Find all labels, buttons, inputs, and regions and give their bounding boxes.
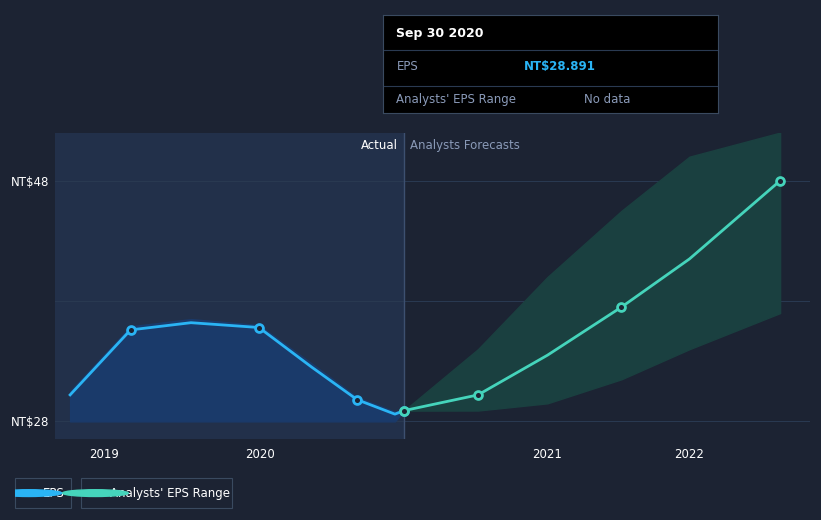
Point — [252, 323, 265, 332]
Text: Analysts' EPS Range: Analysts' EPS Range — [110, 487, 230, 500]
Text: EPS: EPS — [397, 60, 418, 73]
Circle shape — [62, 490, 128, 497]
Point — [351, 396, 364, 404]
Point — [397, 407, 410, 415]
Text: NT$28.891: NT$28.891 — [524, 60, 595, 73]
FancyBboxPatch shape — [80, 478, 232, 509]
Text: Analysts' EPS Range: Analysts' EPS Range — [397, 94, 516, 107]
Text: No data: No data — [584, 94, 631, 107]
Point — [615, 303, 628, 311]
Circle shape — [0, 490, 62, 497]
Text: Sep 30 2020: Sep 30 2020 — [397, 27, 484, 40]
Text: Analysts Forecasts: Analysts Forecasts — [410, 139, 520, 152]
Point — [471, 391, 484, 399]
Text: Actual: Actual — [361, 139, 398, 152]
Bar — [55, 133, 404, 439]
Point — [397, 407, 410, 415]
FancyBboxPatch shape — [15, 478, 71, 509]
Text: EPS: EPS — [43, 487, 65, 500]
Point — [773, 177, 787, 185]
Point — [124, 326, 137, 334]
